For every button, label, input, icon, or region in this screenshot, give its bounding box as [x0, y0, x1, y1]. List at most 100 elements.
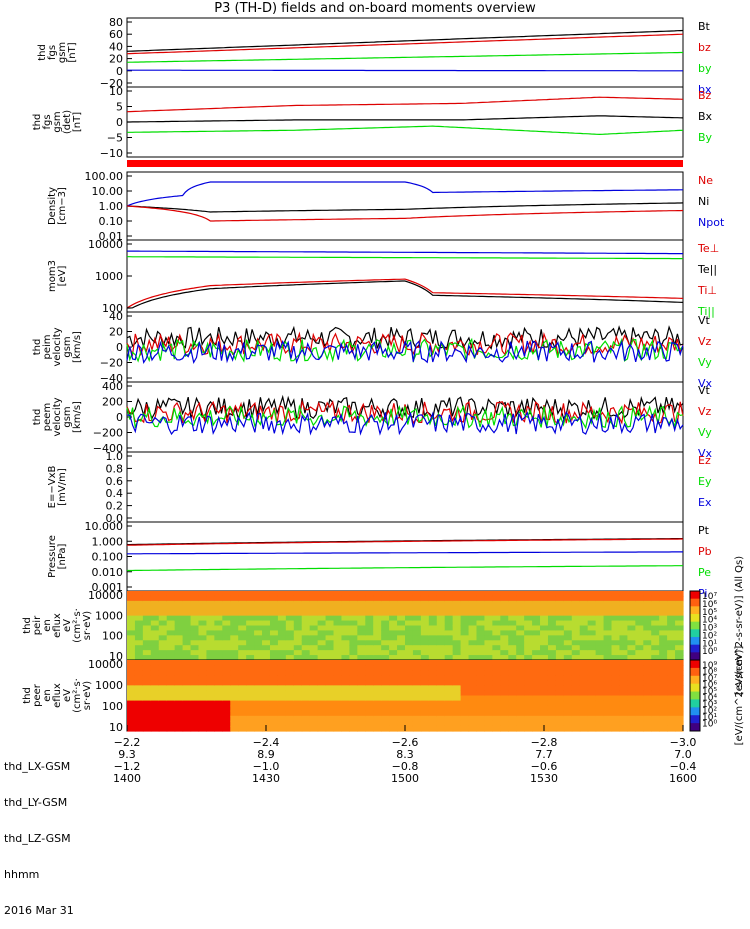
- heatmap-10-cell: [198, 725, 208, 732]
- heatmap-9-cell: [357, 625, 366, 632]
- heatmap-10-cell: [436, 665, 446, 671]
- heatmap-10-cell: [254, 675, 263, 681]
- panel-1-legend-1: Bx: [698, 110, 713, 123]
- heatmap-9-cell: [309, 591, 319, 597]
- heatmap-9-cell: [182, 610, 192, 617]
- heatmap-9-cell: [325, 595, 335, 602]
- heatmap-10-cell: [492, 715, 501, 722]
- heatmap-10-cell: [325, 685, 335, 692]
- heatmap-10-cell: [667, 675, 676, 681]
- heatmap-9-cell: [412, 620, 422, 627]
- panel-9-ylabel: thd peir en eflux eV (cm²·s· sr·eV): [22, 608, 93, 643]
- heatmap-10-cell: [619, 710, 628, 717]
- heatmap-10-cell: [158, 675, 168, 681]
- heatmap-10-cell: [262, 685, 271, 692]
- heatmap-10-cell: [174, 695, 184, 702]
- heatmap-10-cell: [651, 725, 660, 732]
- heatmap-9-cell: [277, 591, 287, 597]
- heatmap-10-cell: [468, 675, 478, 681]
- heatmap-9-cell: [675, 615, 684, 622]
- heatmap-10-cell: [301, 705, 311, 712]
- heatmap-10-cell: [484, 670, 493, 676]
- heatmap-9-cell: [468, 615, 478, 622]
- panel-5-ylabel-line: thd: [32, 339, 43, 356]
- heatmap-10-cell: [476, 715, 486, 722]
- heatmap-10-cell: [508, 705, 517, 712]
- heatmap-10-cell: [206, 660, 215, 666]
- heatmap-9-cell: [524, 600, 533, 607]
- heatmap-10-cell: [309, 680, 319, 686]
- heatmap-9-cell: [563, 630, 573, 636]
- heatmap-9-cell: [436, 595, 446, 602]
- panel-3-series-Ne: [126, 205, 684, 222]
- heatmap-9-cell: [643, 610, 652, 617]
- panel-8-series-Pi: [127, 551, 683, 555]
- panel-9-ylabel-line: (cm²·s·: [72, 608, 83, 643]
- heatmap-9-cell: [675, 645, 684, 651]
- heatmap-10-cell: [643, 680, 652, 686]
- heatmap-10-cell: [277, 680, 287, 686]
- heatmap-9-cell: [230, 591, 239, 597]
- panel-6-ylabel-line: [km/s]: [72, 401, 83, 433]
- panel-10-ylabel-line: sr·eV): [82, 681, 93, 710]
- heatmap-9-cell: [667, 591, 676, 597]
- heatmap-10-cell: [309, 685, 319, 692]
- heatmap-10-cell: [190, 665, 200, 671]
- heatmap-10-cell: [492, 710, 501, 717]
- heatmap-9-cell: [150, 625, 160, 632]
- panel-0-ytick: 20: [109, 53, 123, 66]
- heatmap-10-cell: [214, 705, 223, 712]
- heatmap-10-cell: [246, 695, 255, 702]
- heatmap-10-cell: [222, 720, 231, 727]
- heatmap-10-cell: [293, 720, 303, 727]
- heatmap-10-cell: [508, 670, 517, 676]
- heatmap-9-cell: [436, 655, 446, 661]
- heatmap-9-cell: [619, 600, 628, 607]
- heatmap-10-cell: [540, 705, 549, 712]
- heatmap-10-cell: [579, 675, 589, 681]
- heatmap-9-cell: [349, 595, 358, 602]
- heatmap-10-cell: [508, 690, 517, 697]
- heatmap-9-cell: [142, 605, 152, 612]
- heatmap-10-cell: [397, 720, 406, 727]
- heatmap-10-cell: [524, 710, 533, 717]
- panel-4-frame: [126, 239, 684, 313]
- heatmap-9-cell: [452, 610, 462, 617]
- heatmap-10-cell: [627, 720, 636, 727]
- heatmap-10-cell: [635, 690, 644, 697]
- heatmap-10-cell: [389, 715, 398, 722]
- heatmap-10-cell: [611, 680, 621, 686]
- heatmap-10-cell: [643, 685, 652, 692]
- heatmap-9-cell: [190, 605, 200, 612]
- heatmap-10-cell: [254, 700, 263, 707]
- panel-8-legend-2: Pe: [698, 566, 711, 579]
- panel-5-ytick: −20: [100, 357, 123, 370]
- heatmap-9-cell: [214, 615, 223, 622]
- heatmap-10-cell: [595, 690, 605, 697]
- heatmap-9-cell: [349, 620, 358, 627]
- heatmap-10-cell: [365, 690, 374, 697]
- heatmap-10-cell: [516, 700, 525, 707]
- heatmap-9-cell: [293, 595, 303, 602]
- heatmap-9-cell: [230, 630, 239, 636]
- heatmap-9-cell: [198, 650, 208, 656]
- heatmap-9-cell: [444, 625, 454, 632]
- heatmap-9-cell: [317, 591, 327, 597]
- heatmap-10-cell: [643, 715, 652, 722]
- heatmap-10-cell: [547, 670, 557, 676]
- heatmap-10-cell: [555, 690, 565, 697]
- heatmap-10-cell: [301, 700, 311, 707]
- x-tick-LX: −2.4: [253, 736, 280, 749]
- heatmap-9-cell: [246, 591, 255, 597]
- heatmap-9-cell: [428, 640, 438, 646]
- heatmap-9-cell: [301, 635, 311, 641]
- heatmap-10-cell: [182, 710, 192, 717]
- heatmap-9-cell: [405, 635, 414, 641]
- heatmap-9-cell: [198, 640, 208, 646]
- heatmap-9-cell: [381, 610, 390, 617]
- heatmap-10-cell: [587, 660, 597, 666]
- panel-4-series-Te⊥: [127, 250, 683, 255]
- heatmap-9-cell: [484, 625, 493, 632]
- heatmap-9-cell: [492, 625, 501, 632]
- heatmap-10-cell: [563, 660, 573, 666]
